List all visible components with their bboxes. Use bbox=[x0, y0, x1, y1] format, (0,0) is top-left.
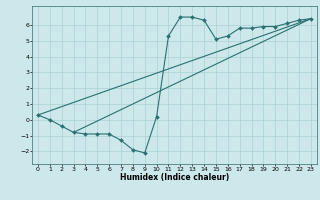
X-axis label: Humidex (Indice chaleur): Humidex (Indice chaleur) bbox=[120, 173, 229, 182]
